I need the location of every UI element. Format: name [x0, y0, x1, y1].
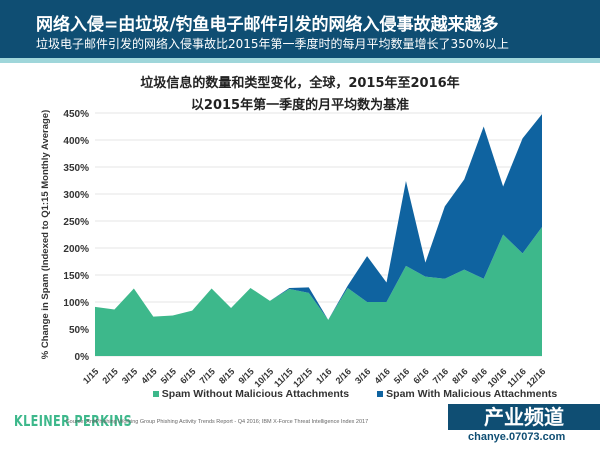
x-tick-label: 11/15 — [272, 366, 295, 389]
x-tick-label: 6/15 — [178, 366, 197, 385]
x-tick-label: 2/15 — [100, 366, 119, 385]
x-tick-label: 3/16 — [353, 366, 372, 385]
y-tick-label: 100% — [63, 298, 89, 309]
y-tick-label: 450% — [63, 109, 89, 120]
x-tick-label: 4/15 — [139, 366, 158, 385]
page-title: 网络入侵=由垃圾/钓鱼电子邮件引发的网络入侵事故越来越多 — [36, 15, 499, 35]
page-subtitle: 垃圾电子邮件引发的网络入侵事故比2015年第一季度时的每月平均数量增长了350%… — [36, 37, 509, 51]
x-tick-label: 11/16 — [505, 366, 528, 389]
legend-item-with: Spam With Malicious Attachments — [377, 388, 557, 400]
y-tick-label: 400% — [63, 136, 89, 147]
x-tick-label: 5/15 — [159, 366, 178, 385]
brand-logo: KLEINER PERKINS — [14, 412, 133, 430]
legend: Spam Without Malicious Attachments Spam … — [120, 388, 590, 400]
x-tick-label: 1/16 — [314, 366, 333, 385]
x-tick-label: 5/16 — [392, 366, 411, 385]
x-tick-label: 7/16 — [431, 366, 450, 385]
y-tick-label: 250% — [63, 217, 89, 228]
y-tick-label: 300% — [63, 190, 89, 201]
x-tick-label: 6/16 — [411, 366, 430, 385]
x-tick-label: 8/16 — [450, 366, 469, 385]
series-area-1 — [95, 114, 542, 320]
header-banner: 网络入侵=由垃圾/钓鱼电子邮件引发的网络入侵事故越来越多 垃圾电子邮件引发的网络… — [0, 0, 600, 63]
chart-subtitle: 以2015年第一季度的月平均数为基准 — [190, 98, 410, 113]
x-tick-label: 12/16 — [524, 366, 547, 389]
y-tick-label: 150% — [63, 271, 89, 282]
x-tick-label: 8/15 — [217, 366, 236, 385]
x-tick-label: 10/16 — [486, 366, 509, 389]
x-tick-label: 4/16 — [372, 366, 391, 385]
legend-item-without: Spam Without Malicious Attachments — [152, 388, 349, 400]
source-note: Source: AntiPhishing Working Group Phish… — [66, 419, 369, 425]
y-tick-label: 200% — [63, 244, 89, 255]
y-tick-label: 50% — [69, 325, 89, 336]
x-tick-label: 3/15 — [120, 366, 139, 385]
x-tick-label: 12/15 — [291, 366, 314, 389]
y-tick-label: 0% — [75, 352, 90, 363]
y-tick-label: 350% — [63, 163, 89, 174]
x-tick-label: 2/16 — [334, 366, 353, 385]
y-axis-label: % Change in Spam (Indexed to Q1:15 Month… — [40, 110, 51, 360]
x-tick-label: 1/15 — [81, 366, 100, 385]
x-tick-label: 7/15 — [198, 366, 217, 385]
watermark-logo: 产业频道 chanye.07073.com — [448, 398, 600, 450]
series-area-0 — [95, 226, 542, 356]
chart-title: 垃圾信息的数量和类型变化，全球，2015年至2016年 — [140, 76, 460, 91]
x-tick-label: 10/15 — [252, 366, 275, 389]
